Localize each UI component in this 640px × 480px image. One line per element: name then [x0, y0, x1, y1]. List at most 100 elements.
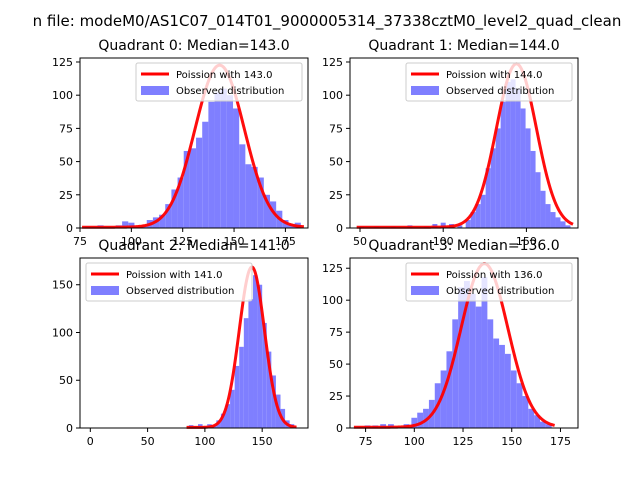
subplot-1: Quadrant 1: Median=144.0 50 100 150 0 25 50 75 1…: [322, 38, 579, 248]
histogram-bar: [540, 421, 546, 428]
histogram-bar: [510, 79, 516, 228]
histogram-bar: [177, 177, 184, 228]
histogram-bar: [481, 277, 488, 428]
histogram-bar: [251, 166, 258, 228]
legend-curve-label: Poission with 141.0: [126, 270, 222, 281]
histogram-bar: [470, 212, 476, 228]
legend-histogram-swatch: [141, 86, 169, 95]
legend: Poission with 143.0 Observed distribution: [135, 62, 303, 102]
y-tick-label: 125: [322, 262, 343, 275]
histogram-bar: [440, 222, 446, 228]
legend: Poission with 141.0 Observed distribution: [85, 262, 253, 302]
histogram-bar: [220, 88, 227, 228]
y-tick-label: 50: [329, 156, 343, 169]
histogram-bar: [266, 351, 272, 428]
histogram-bar: [485, 168, 491, 228]
histogram-bar: [271, 375, 276, 428]
histogram-bar: [520, 108, 526, 228]
histogram-bar: [504, 353, 511, 428]
legend: Poission with 136.0 Observed distribution: [405, 262, 573, 302]
subplot-3: Quadrant 3: Median=136.0 75 100 125 150 175 0 2…: [322, 238, 579, 448]
histogram-bar: [475, 306, 482, 428]
histogram-bar: [493, 338, 500, 428]
histogram-bar: [499, 344, 505, 428]
histogram-bar: [243, 318, 249, 428]
legend-histogram-swatch: [411, 86, 439, 95]
y-tick-label: 125: [52, 56, 73, 69]
x-tick-label: 100: [433, 235, 454, 248]
axes-frame: [79, 257, 309, 429]
y-tick-label: 50: [329, 358, 343, 371]
histogram-bar: [225, 404, 231, 428]
histogram-bar: [257, 284, 263, 428]
histogram-bar: [417, 412, 424, 428]
y-tick-label: 100: [322, 294, 343, 307]
y-tick-label: 100: [322, 89, 343, 102]
poisson-curve: [356, 62, 574, 229]
histogram-bar: [565, 225, 571, 228]
histogram-bar: [196, 137, 203, 228]
histogram-bar: [530, 150, 536, 228]
histogram-bar: [535, 172, 541, 228]
histogram-bar: [464, 281, 470, 428]
y-tick-label: 0: [66, 422, 73, 435]
histogram-bar: [230, 389, 235, 428]
histogram-bar: [159, 214, 166, 228]
histogram-bar: [239, 144, 246, 228]
histogram-bar: [253, 275, 258, 428]
x-tick-label: 100: [121, 235, 142, 248]
y-tick-label: 25: [329, 189, 343, 202]
subplot-title: Quadrant 1: Median=144.0: [368, 38, 559, 54]
histogram-bar: [226, 95, 234, 228]
histogram-bars: [359, 79, 571, 228]
legend-histogram-label: Observed distribution: [126, 286, 234, 297]
x-tick-label: 75: [73, 235, 87, 248]
histogram-bar: [516, 383, 523, 428]
histogram-bar: [495, 128, 501, 228]
y-tick-label: 50: [59, 374, 73, 387]
histogram-bar: [128, 222, 135, 228]
y-tick-label: 25: [329, 390, 343, 403]
legend-histogram-label: Observed distribution: [446, 286, 554, 297]
legend-curve-label: Poission with 136.0: [446, 270, 542, 281]
x-tick-label: 150: [501, 435, 522, 448]
legend-box: [405, 262, 573, 302]
histogram-bar: [234, 365, 240, 428]
subplot-grid: Quadrant 0: Median=143.0 75 100 125 150 175 0 2…: [52, 38, 579, 448]
axes-frame: [79, 57, 309, 229]
histogram-bar: [458, 287, 464, 428]
histogram-bar: [510, 370, 517, 428]
y-tick-label: 75: [329, 122, 343, 135]
poisson-curve: [353, 262, 555, 429]
poisson-curve: [82, 63, 304, 229]
figure-suptitle: n file: modeM0/AS1C07_014T01_9000005314_…: [33, 12, 622, 31]
y-tick-label: 50: [59, 156, 73, 169]
histogram-bar: [263, 194, 270, 228]
histogram-bar: [515, 88, 521, 228]
histogram-bar: [540, 190, 546, 228]
histogram-bar: [245, 164, 252, 228]
legend-histogram-label: Observed distribution: [446, 86, 554, 97]
histogram-bar: [457, 225, 463, 228]
y-tick-label: 25: [59, 189, 73, 202]
y-tick-label: 75: [59, 122, 73, 135]
histogram-bar: [183, 150, 190, 228]
x-tick-label: 50: [141, 435, 155, 448]
x-tick-label: 100: [404, 435, 425, 448]
subplot-0: Quadrant 0: Median=143.0 75 100 125 150 175 0 2…: [52, 38, 309, 248]
histogram-bar: [122, 221, 129, 228]
histogram-bar: [208, 101, 215, 228]
x-tick-label: 150: [224, 235, 245, 248]
histogram-bar: [545, 424, 552, 428]
histogram-bar: [469, 293, 476, 428]
x-tick-label: 125: [172, 235, 193, 248]
histogram-bar: [550, 212, 556, 228]
x-tick-label: 125: [453, 435, 474, 448]
x-tick-label: 100: [194, 435, 215, 448]
histogram-bar: [165, 204, 172, 228]
y-tick-label: 125: [322, 56, 343, 69]
legend-box: [85, 262, 253, 302]
histogram-bar: [189, 148, 197, 228]
x-tick-label: 0: [87, 435, 94, 448]
